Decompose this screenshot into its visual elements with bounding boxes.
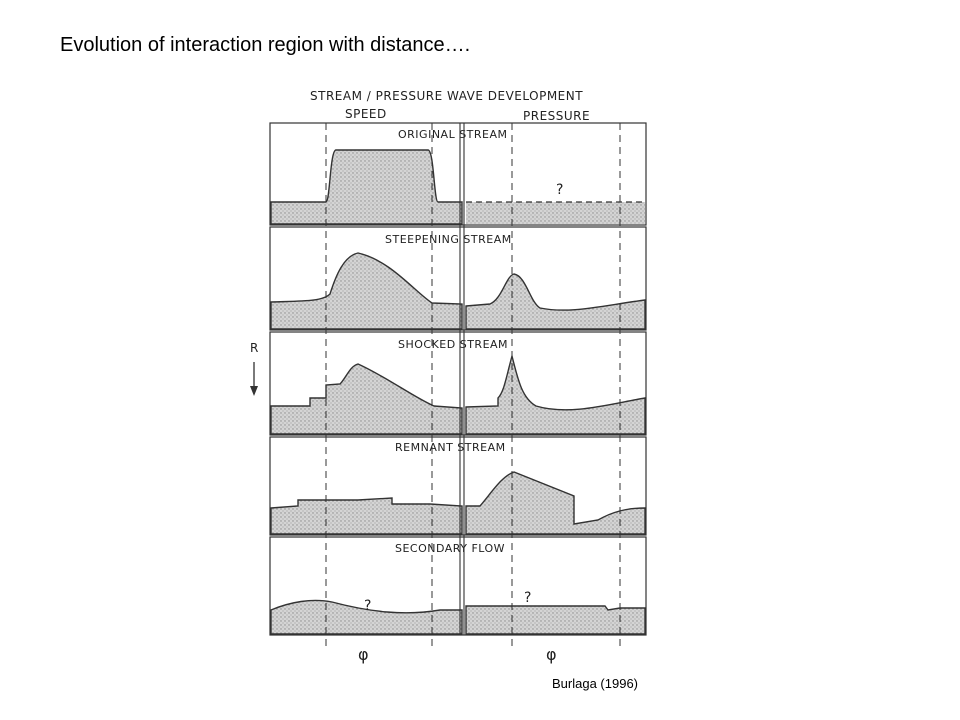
question-mark: ? — [556, 182, 564, 198]
figure-header: STREAM / PRESSURE WAVE DEVELOPMENT — [310, 89, 583, 103]
guide-lines — [325, 123, 621, 648]
speed-label: SPEED — [345, 107, 387, 121]
slide-title: Evolution of interaction region with dis… — [60, 34, 471, 56]
pressure-profile-remnant — [465, 471, 646, 535]
pressure-label: PRESSURE — [523, 109, 590, 123]
r-axis-label: R — [250, 341, 259, 355]
stream-pressure-diagram: STREAM / PRESSURE WAVE DEVELOPMENT SPEED… — [250, 89, 647, 664]
phi-label-speed: φ — [358, 645, 369, 664]
pressure-profile-shocked — [465, 353, 646, 435]
center-divider — [459, 123, 465, 635]
question-mark: ? — [364, 598, 372, 614]
speed-profile-original — [270, 149, 463, 225]
speed-profile-remnant — [270, 497, 463, 535]
panel-title-steepening: STEEPENING STREAM — [385, 233, 512, 246]
speed-profile-steepening — [270, 252, 463, 330]
panel-secondary: SECONDARY FLOW ? ? — [269, 536, 647, 636]
panel-steepening: STEEPENING STREAM — [269, 226, 647, 331]
panel-title-remnant: REMNANT STREAM — [395, 441, 506, 454]
pressure-band-original — [466, 202, 645, 224]
panel-original: ORIGINAL STREAM ? — [269, 122, 647, 226]
panel-title-shocked: SHOCKED STREAM — [398, 338, 508, 351]
r-axis-arrow — [250, 362, 258, 396]
panels: ORIGINAL STREAM ? STEEPENING STREAM SHOC… — [269, 122, 647, 636]
panel-shocked: SHOCKED STREAM — [269, 331, 647, 436]
panel-title-secondary: SECONDARY FLOW — [395, 542, 505, 555]
speed-profile-secondary — [270, 599, 463, 635]
panel-title-original: ORIGINAL STREAM — [398, 128, 508, 141]
speed-profile-shocked — [270, 363, 463, 435]
question-mark: ? — [524, 590, 532, 606]
figure-credit: Burlaga (1996) — [552, 676, 638, 691]
phi-label-pressure: φ — [546, 645, 557, 664]
pressure-profile-secondary — [465, 605, 646, 635]
panel-remnant: REMNANT STREAM — [269, 436, 647, 536]
